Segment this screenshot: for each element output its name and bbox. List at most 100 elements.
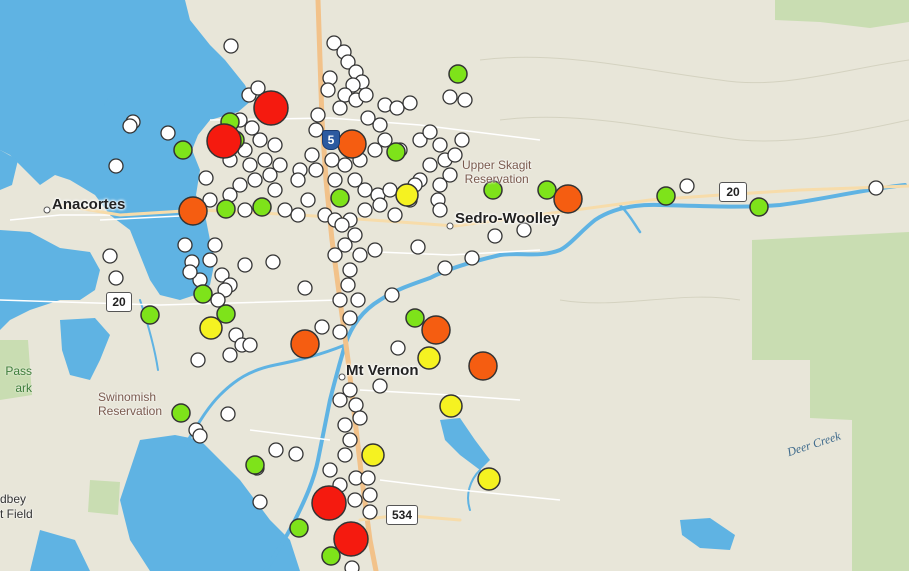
incident-marker-yellow[interactable]: [199, 316, 223, 340]
incident-marker-green[interactable]: [656, 186, 676, 206]
incident-marker-white[interactable]: [447, 147, 463, 163]
incident-marker-white[interactable]: [322, 462, 338, 478]
incident-marker-white[interactable]: [198, 170, 214, 186]
incident-marker-white[interactable]: [290, 207, 306, 223]
incident-marker-red[interactable]: [333, 521, 369, 557]
incident-marker-white[interactable]: [247, 172, 263, 188]
incident-marker-white[interactable]: [288, 446, 304, 462]
incident-marker-white[interactable]: [516, 222, 532, 238]
incident-marker-white[interactable]: [412, 132, 428, 148]
incident-marker-white[interactable]: [326, 35, 342, 51]
incident-marker-orange[interactable]: [178, 196, 208, 226]
incident-marker-white[interactable]: [337, 417, 353, 433]
incident-marker-green[interactable]: [448, 64, 468, 84]
incident-marker-white[interactable]: [314, 319, 330, 335]
incident-marker-white[interactable]: [342, 310, 358, 326]
incident-marker-white[interactable]: [262, 167, 278, 183]
incident-marker-white[interactable]: [214, 267, 230, 283]
incident-marker-yellow[interactable]: [477, 467, 501, 491]
incident-marker-white[interactable]: [342, 262, 358, 278]
incident-marker-white[interactable]: [360, 470, 376, 486]
incident-marker-white[interactable]: [432, 202, 448, 218]
incident-marker-white[interactable]: [210, 292, 226, 308]
incident-marker-white[interactable]: [402, 95, 418, 111]
incident-marker-white[interactable]: [257, 152, 273, 168]
incident-marker-red[interactable]: [206, 123, 242, 159]
incident-marker-white[interactable]: [454, 132, 470, 148]
incident-marker-white[interactable]: [265, 254, 281, 270]
incident-marker-white[interactable]: [220, 406, 236, 422]
incident-marker-white[interactable]: [340, 277, 356, 293]
incident-marker-white[interactable]: [250, 80, 266, 96]
incident-marker-white[interactable]: [332, 292, 348, 308]
incident-marker-white[interactable]: [377, 132, 393, 148]
incident-marker-white[interactable]: [122, 118, 138, 134]
incident-marker-white[interactable]: [347, 227, 363, 243]
incident-marker-white[interactable]: [464, 250, 480, 266]
incident-marker-yellow[interactable]: [439, 394, 463, 418]
incident-marker-green[interactable]: [140, 305, 160, 325]
incident-marker-white[interactable]: [108, 270, 124, 286]
incident-marker-green[interactable]: [321, 546, 341, 566]
incident-marker-white[interactable]: [362, 487, 378, 503]
incident-marker-white[interactable]: [367, 242, 383, 258]
incident-marker-white[interactable]: [347, 492, 363, 508]
incident-marker-orange[interactable]: [337, 129, 367, 159]
incident-marker-green[interactable]: [216, 199, 236, 219]
incident-marker-orange[interactable]: [421, 315, 451, 345]
incident-marker-white[interactable]: [384, 287, 400, 303]
incident-marker-white[interactable]: [244, 120, 260, 136]
incident-marker-white[interactable]: [432, 177, 448, 193]
incident-marker-white[interactable]: [344, 560, 360, 571]
incident-marker-white[interactable]: [350, 292, 366, 308]
incident-marker-white[interactable]: [442, 89, 458, 105]
incident-marker-white[interactable]: [300, 192, 316, 208]
incident-marker-white[interactable]: [348, 397, 364, 413]
incident-marker-white[interactable]: [432, 137, 448, 153]
incident-marker-white[interactable]: [267, 137, 283, 153]
incident-marker-yellow[interactable]: [417, 346, 441, 370]
incident-marker-white[interactable]: [222, 347, 238, 363]
incident-marker-white[interactable]: [345, 77, 361, 93]
incident-marker-white[interactable]: [342, 382, 358, 398]
incident-marker-white[interactable]: [387, 207, 403, 223]
incident-marker-white[interactable]: [437, 260, 453, 276]
incident-marker-white[interactable]: [352, 410, 368, 426]
incident-marker-orange[interactable]: [290, 329, 320, 359]
incident-marker-white[interactable]: [442, 167, 458, 183]
incident-marker-white[interactable]: [347, 172, 363, 188]
incident-marker-white[interactable]: [272, 157, 288, 173]
incident-marker-white[interactable]: [297, 280, 313, 296]
incident-marker-white[interactable]: [352, 247, 368, 263]
incident-marker-white[interactable]: [237, 257, 253, 273]
incident-marker-white[interactable]: [337, 447, 353, 463]
incident-marker-yellow[interactable]: [395, 183, 419, 207]
incident-marker-white[interactable]: [320, 82, 336, 98]
incident-marker-white[interactable]: [358, 87, 374, 103]
incident-marker-white[interactable]: [342, 432, 358, 448]
incident-marker-white[interactable]: [327, 172, 343, 188]
incident-marker-white[interactable]: [267, 182, 283, 198]
incident-marker-white[interactable]: [372, 117, 388, 133]
incident-marker-white[interactable]: [334, 217, 350, 233]
incident-marker-red[interactable]: [311, 485, 347, 521]
incident-marker-white[interactable]: [679, 178, 695, 194]
incident-marker-green[interactable]: [216, 304, 236, 324]
incident-marker-white[interactable]: [372, 378, 388, 394]
incident-marker-green[interactable]: [173, 140, 193, 160]
incident-marker-green[interactable]: [749, 197, 769, 217]
incident-marker-white[interactable]: [242, 157, 258, 173]
incident-marker-green[interactable]: [193, 284, 213, 304]
incident-marker-white[interactable]: [177, 237, 193, 253]
incident-marker-white[interactable]: [340, 54, 356, 70]
incident-marker-green[interactable]: [405, 308, 425, 328]
incident-marker-white[interactable]: [360, 110, 376, 126]
incident-marker-white[interactable]: [357, 202, 373, 218]
incident-marker-white[interactable]: [868, 180, 884, 196]
incident-marker-white[interactable]: [422, 124, 438, 140]
incident-marker-white[interactable]: [410, 239, 426, 255]
incident-marker-white[interactable]: [367, 142, 383, 158]
incident-markers[interactable]: [102, 35, 884, 571]
incident-marker-white[interactable]: [268, 442, 284, 458]
